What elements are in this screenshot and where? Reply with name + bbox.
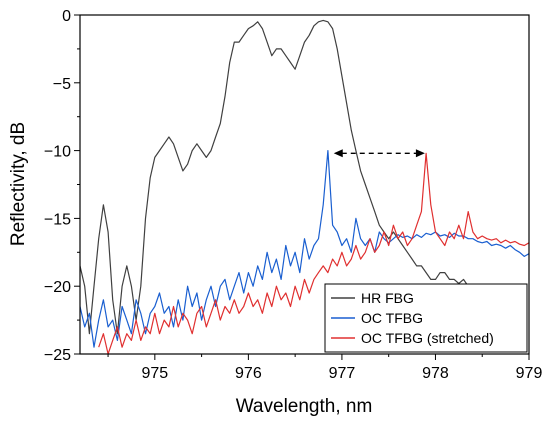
series-line-1 (80, 19, 478, 335)
legend-label: OC TFBG (361, 310, 423, 326)
arrow-head-left (333, 149, 343, 158)
x-tick-label: 976 (235, 365, 262, 382)
annotation-layer (333, 149, 425, 158)
series-line-2 (80, 150, 529, 348)
legend-label: HR FBG (361, 290, 414, 306)
y-tick-label: −5 (53, 76, 71, 93)
series-layer (80, 19, 529, 354)
arrow-head-right (415, 149, 425, 158)
y-tick-label: −25 (44, 347, 71, 364)
y-tick-label: −10 (44, 144, 71, 161)
legend: HR FBG OC TFBG OC TFBG (stretched) (324, 283, 528, 353)
x-tick-label: 978 (422, 365, 449, 382)
x-tick-label: 979 (516, 365, 543, 382)
ticks-layer: 975 976 977 978 979 0 −5 −10 −15 −20 −25 (44, 8, 543, 382)
x-tick-label: 977 (329, 365, 356, 382)
y-tick-label: 0 (62, 8, 71, 25)
legend-label: OC TFBG (stretched) (361, 330, 494, 346)
legend-box (324, 283, 528, 353)
x-axis-title: Wavelength, nm (236, 396, 373, 417)
y-tick-label: −20 (44, 279, 71, 296)
wavelength-shift-arrow (333, 149, 425, 158)
y-axis-title: Reflectivity, dB (8, 122, 29, 246)
x-tick-label: 975 (141, 365, 168, 382)
series-line-3 (98, 152, 529, 354)
y-tick-label: −15 (44, 211, 71, 228)
